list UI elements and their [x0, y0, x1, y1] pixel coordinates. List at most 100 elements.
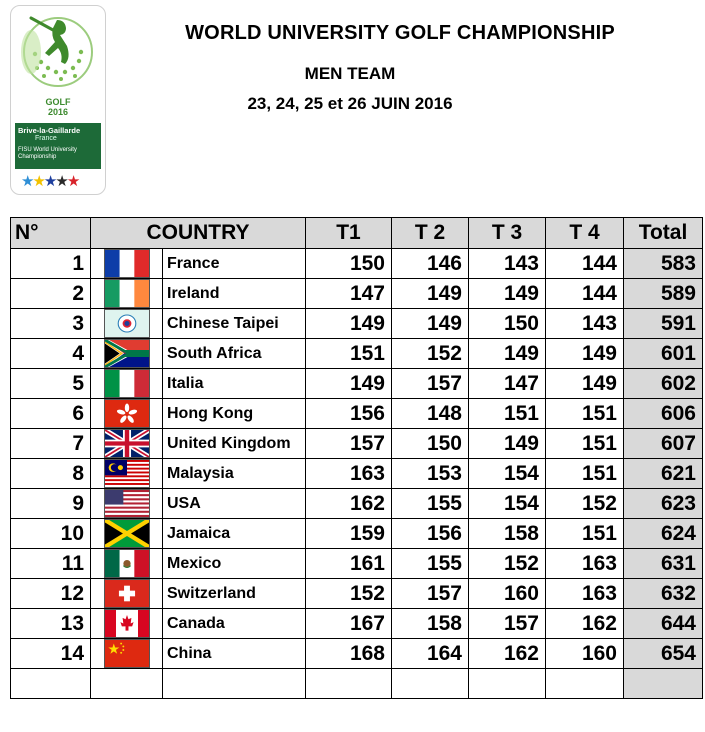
t2-cell: 158 — [391, 608, 469, 639]
total-cell: 601 — [623, 338, 703, 369]
country-cell: China — [162, 638, 306, 669]
golfer-ball-icon — [21, 16, 93, 87]
t4-cell: 144 — [545, 248, 624, 279]
malaysia-flag-icon — [103, 459, 150, 488]
usa-flag-icon — [103, 489, 150, 518]
flag-cell — [90, 337, 163, 370]
table-row: 1 France 150 146 143 144 583 — [10, 248, 703, 279]
country-cell: Canada — [162, 608, 306, 639]
t3-cell: 149 — [468, 428, 546, 459]
t4-cell: 151 — [545, 518, 624, 549]
country-cell: Ireland — [162, 278, 306, 309]
t4-cell: 149 — [545, 338, 624, 369]
logo-city: Brive-la-Gaillarde — [18, 126, 81, 135]
header-row: N° COUNTRY T1 T 2 T 3 T 4 Total — [10, 217, 703, 249]
france-flag-icon — [103, 249, 150, 278]
t1-cell: 159 — [305, 518, 392, 549]
flag-cell — [90, 308, 163, 339]
rank-cell: 12 — [10, 578, 91, 609]
table-row: 9 USA 162 155 154 152 623 — [10, 488, 703, 519]
logo-country: France — [35, 135, 57, 142]
t3-cell: 157 — [468, 608, 546, 639]
rank-cell: 14 — [10, 638, 91, 669]
t4-cell: 151 — [545, 428, 624, 459]
table-row: 10 Jamaica 159 156 158 151 624 — [10, 518, 703, 549]
total-cell: 624 — [623, 518, 703, 549]
logo-golf-text: GOLF — [45, 97, 71, 107]
table-row: 8 Malaysia 163 153 154 151 621 — [10, 458, 703, 489]
total-cell: 654 — [623, 638, 703, 669]
total-cell: 607 — [623, 428, 703, 459]
country-cell: USA — [162, 488, 306, 519]
t1-cell: 149 — [305, 368, 392, 399]
t3-cell: 154 — [468, 458, 546, 489]
t2-cell: 149 — [391, 308, 469, 339]
t1-cell: 161 — [305, 548, 392, 579]
t4-cell: 144 — [545, 278, 624, 309]
country-cell: Malaysia — [162, 458, 306, 489]
table-row: 4 South Africa 151 152 149 149 601 — [10, 337, 703, 370]
flag-cell — [90, 608, 163, 639]
t4-cell: 163 — [545, 578, 624, 609]
t2-cell: 153 — [391, 458, 469, 489]
flag-cell — [90, 368, 163, 399]
t2-cell: 155 — [391, 548, 469, 579]
flag-cell — [90, 578, 163, 609]
rank-cell: 13 — [10, 608, 91, 639]
flag-cell — [90, 548, 163, 579]
table-row: 3 Chinese Taipei 149 149 150 143 591 — [10, 308, 703, 339]
total-cell: 623 — [623, 488, 703, 519]
t2-cell: 152 — [391, 338, 469, 369]
total-cell: 644 — [623, 608, 703, 639]
country-cell: Switzerland — [162, 578, 306, 609]
table-row: 12 Switzerland 152 157 160 163 632 — [10, 578, 703, 609]
italy-flag-icon — [103, 369, 150, 398]
t3-cell: 151 — [468, 398, 546, 429]
logo-year-text: 2016 — [47, 107, 69, 117]
t3-cell: 143 — [468, 248, 546, 279]
total-cell: 602 — [623, 368, 703, 399]
header-t4: T 4 — [545, 217, 624, 249]
header-t2: T 2 — [391, 217, 469, 249]
table-row: 2 Ireland 147 149 149 144 589 — [10, 278, 703, 309]
t2-cell: 156 — [391, 518, 469, 549]
t3-cell: 158 — [468, 518, 546, 549]
t1-cell: 156 — [305, 398, 392, 429]
country-cell: South Africa — [162, 338, 306, 369]
rank-cell: 1 — [10, 248, 91, 279]
t3-cell: 149 — [468, 338, 546, 369]
header-t3: T 3 — [468, 217, 546, 249]
total-cell: 583 — [623, 248, 703, 279]
country-cell: Mexico — [162, 548, 306, 579]
t3-cell: 150 — [468, 308, 546, 339]
country-cell: Chinese Taipei — [162, 308, 306, 339]
t4-cell: 151 — [545, 398, 624, 429]
t4-cell: 143 — [545, 308, 624, 339]
t2-cell: 164 — [391, 638, 469, 669]
hong-kong-flag-icon — [103, 399, 150, 428]
chinese-taipei-flag-icon — [103, 309, 150, 338]
rank-cell: 9 — [10, 488, 91, 519]
t4-cell: 160 — [545, 638, 624, 669]
logo-band: Brive-la-Gaillarde France FISU World Uni… — [15, 123, 101, 169]
country-cell: Italia — [162, 368, 306, 399]
t4-cell: 149 — [545, 368, 624, 399]
t3-cell: 154 — [468, 488, 546, 519]
header-t1: T1 — [305, 217, 392, 249]
flag-cell — [90, 427, 163, 460]
country-cell: France — [162, 248, 306, 279]
mexico-flag-icon — [103, 549, 150, 578]
t1-cell: 150 — [305, 248, 392, 279]
south-africa-flag-icon — [103, 337, 150, 370]
t1-cell: 163 — [305, 458, 392, 489]
total-cell: 631 — [623, 548, 703, 579]
t1-cell: 149 — [305, 308, 392, 339]
rank-cell: 7 — [10, 428, 91, 459]
header-country: COUNTRY — [90, 217, 306, 249]
header-total: Total — [623, 217, 703, 249]
t2-cell: 146 — [391, 248, 469, 279]
table-row: 14 China 168 164 162 160 654 — [10, 638, 703, 669]
rank-cell: 5 — [10, 368, 91, 399]
fisu-stars-icon: ★★★★★ — [21, 173, 80, 190]
t1-cell: 167 — [305, 608, 392, 639]
